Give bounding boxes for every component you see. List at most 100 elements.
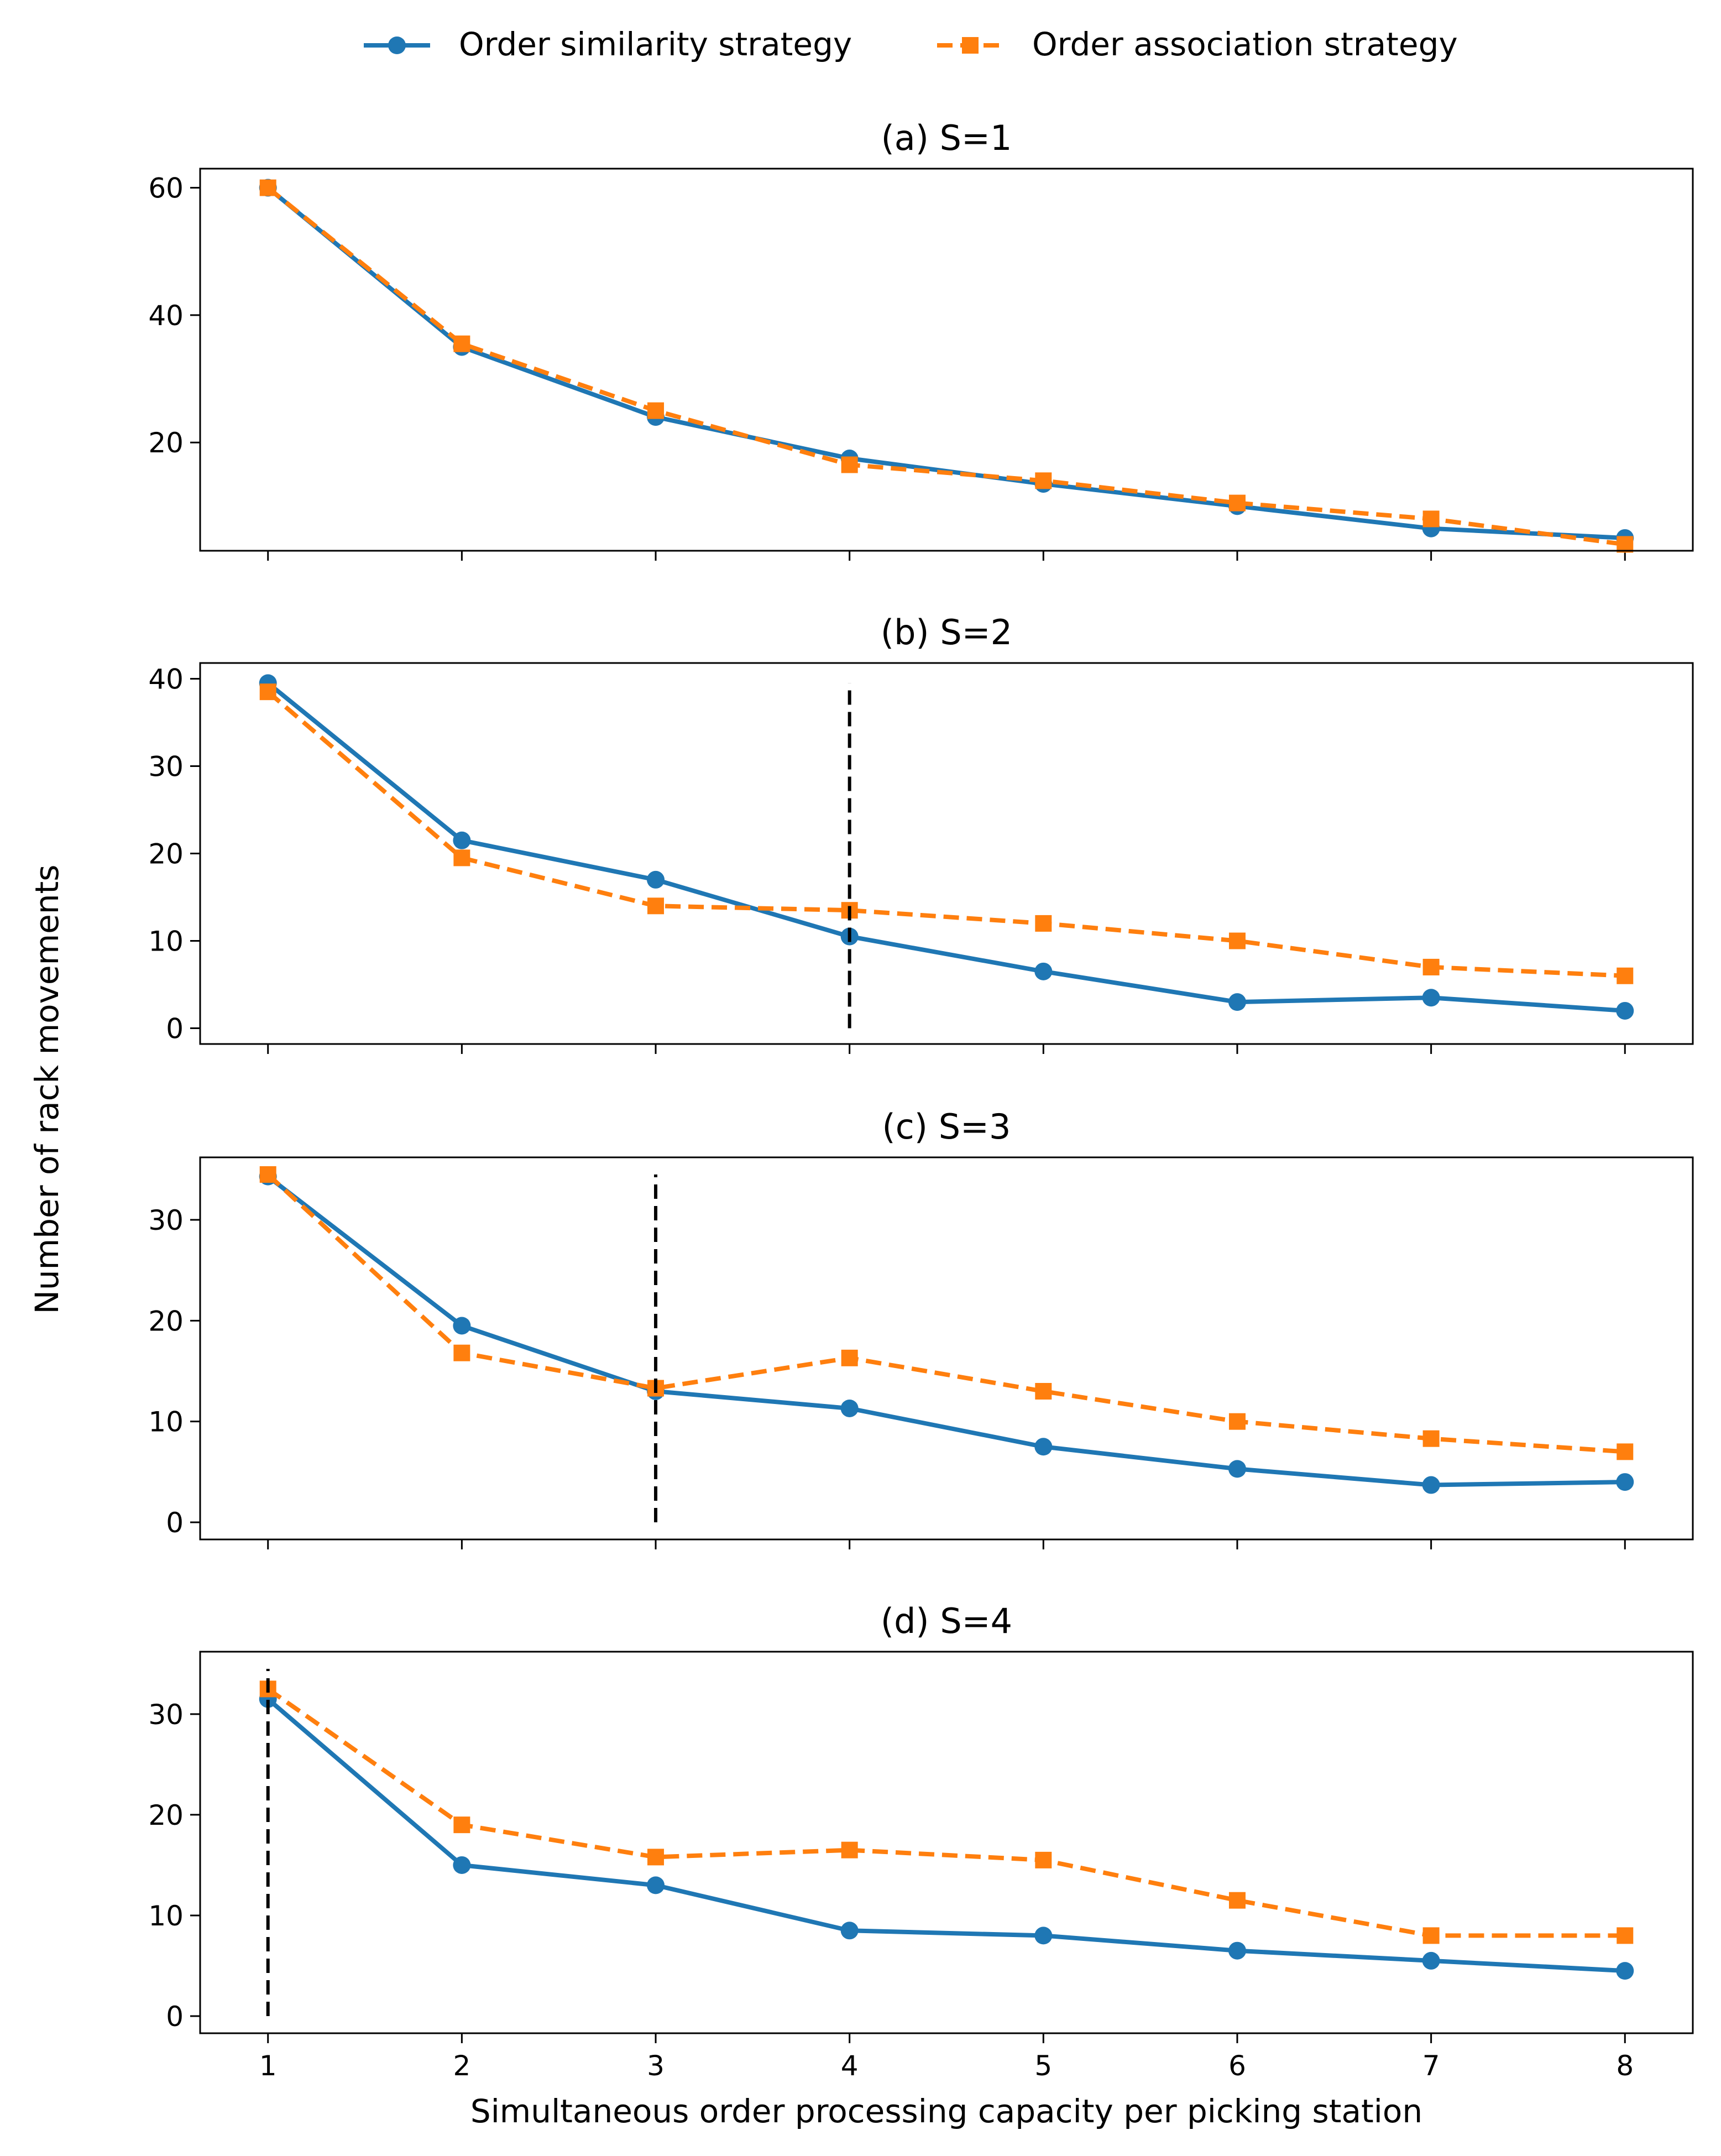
- y-axis-title: Number of rack movements: [28, 865, 66, 1314]
- plot-frame: [199, 1156, 1694, 1541]
- data-point-association: [647, 897, 665, 915]
- series-line-similarity: [266, 1697, 1625, 1974]
- data-point-similarity: [1034, 1438, 1053, 1456]
- data-point-association: [647, 402, 665, 419]
- data-point-association: [1035, 915, 1052, 932]
- data-point-association: [1422, 1927, 1440, 1944]
- data-point-association: [259, 179, 276, 196]
- data-point-similarity: [647, 870, 665, 889]
- data-point-association: [647, 1849, 665, 1866]
- y-tick-label: 30: [148, 1204, 184, 1236]
- plot-frame: [199, 1651, 1694, 2034]
- data-point-association: [1035, 1851, 1052, 1868]
- data-point-similarity: [1616, 1001, 1634, 1020]
- series-line-association: [266, 690, 1625, 978]
- data-point-association: [841, 1349, 858, 1366]
- y-tick-label: 20: [148, 427, 184, 459]
- data-point-association: [1422, 958, 1440, 975]
- y-tick-label: 20: [148, 1799, 184, 1831]
- data-point-similarity: [647, 1876, 665, 1894]
- data-point-similarity: [1034, 1927, 1053, 1945]
- data-point-similarity: [1228, 993, 1246, 1011]
- data-point-similarity: [1616, 1962, 1634, 1980]
- legend-marker-circle-icon: [388, 36, 406, 54]
- y-tick-label: 0: [166, 1013, 184, 1045]
- panel-title: (a) S=1: [881, 118, 1012, 158]
- data-point-similarity: [453, 1317, 471, 1335]
- data-point-similarity: [1422, 989, 1440, 1007]
- legend-label-association: Order association strategy: [1032, 25, 1458, 63]
- data-point-similarity: [1034, 962, 1053, 980]
- data-point-association: [453, 335, 470, 352]
- series-line-similarity: [266, 1174, 1625, 1487]
- y-tick-label: 30: [148, 750, 184, 782]
- x-axis-title: Simultaneous order processing capacity p…: [470, 2092, 1422, 2130]
- data-point-association: [453, 1816, 470, 1834]
- legend-entry-association: Order association strategy: [937, 25, 1458, 63]
- data-point-association: [1617, 1443, 1634, 1460]
- panel-b: (b) S=2 0 10 20 30 40: [148, 612, 1694, 1054]
- data-point-association: [1228, 1413, 1246, 1430]
- series-line-association: [266, 1687, 1625, 1938]
- y-tick-label: 60: [148, 173, 184, 205]
- x-tick-label: 3: [647, 2050, 665, 2082]
- data-point-association: [453, 849, 470, 866]
- series-line-similarity: [266, 681, 1625, 1013]
- data-point-association: [841, 1841, 858, 1859]
- data-point-association: [1228, 494, 1246, 511]
- data-point-similarity: [453, 831, 471, 849]
- data-point-similarity: [840, 1399, 859, 1417]
- panel-a: (a) S=1 20 40 60: [148, 118, 1694, 561]
- x-tick-label: 5: [1034, 2050, 1052, 2082]
- data-point-association: [1228, 932, 1246, 949]
- y-tick-label: 0: [166, 1507, 184, 1539]
- data-point-similarity: [1616, 1473, 1634, 1491]
- data-point-association: [1228, 1892, 1246, 1909]
- data-point-association: [1617, 1927, 1634, 1944]
- data-point-similarity: [840, 1922, 859, 1940]
- data-point-association: [1617, 967, 1634, 984]
- data-point-similarity: [1422, 1951, 1440, 1970]
- x-tick-label: 7: [1422, 2050, 1440, 2082]
- data-point-association: [1617, 536, 1634, 553]
- data-point-association: [453, 1344, 470, 1361]
- data-point-association: [1035, 472, 1052, 489]
- y-tick-label: 40: [148, 663, 184, 695]
- y-tick-label: 10: [148, 1900, 184, 1932]
- y-tick-label: 20: [148, 838, 184, 870]
- data-point-similarity: [453, 1856, 471, 1874]
- x-tick-label: 1: [259, 2050, 277, 2082]
- legend: Order similarity strategy Order associat…: [364, 25, 1458, 63]
- data-point-association: [841, 456, 858, 473]
- panel-c: (c) S=3 0 10 20 30: [148, 1106, 1694, 1549]
- panel-title: (d) S=4: [881, 1601, 1012, 1641]
- data-point-association: [259, 1166, 276, 1183]
- x-tick-label: 4: [841, 2050, 859, 2082]
- data-point-association: [259, 683, 276, 701]
- plot-frame: [199, 662, 1694, 1045]
- plot-frame: [199, 168, 1694, 552]
- data-point-similarity: [1228, 1941, 1246, 1960]
- series-line-association: [266, 186, 1625, 547]
- data-point-similarity: [1422, 1476, 1440, 1494]
- series-line-similarity: [266, 186, 1625, 540]
- legend-marker-square-icon: [962, 37, 979, 54]
- x-tick-label: 8: [1616, 2050, 1634, 2082]
- legend-entry-similarity: Order similarity strategy: [364, 25, 852, 63]
- data-point-association: [1422, 510, 1440, 528]
- data-point-association: [1422, 1430, 1440, 1447]
- panel-title: (b) S=2: [881, 612, 1012, 652]
- data-point-similarity: [1228, 1460, 1246, 1478]
- panel-title: (c) S=3: [882, 1106, 1011, 1147]
- y-tick-label: 0: [166, 2001, 184, 2033]
- legend-label-similarity: Order similarity strategy: [459, 25, 852, 63]
- series-line-association: [266, 1173, 1625, 1454]
- y-tick-label: 10: [148, 1406, 184, 1438]
- panel-d: (d) S=4 0 10 20 30 1 2 3 4 5 6 7 8: [148, 1601, 1694, 2082]
- x-tick-label: 6: [1228, 2050, 1246, 2082]
- x-tick-label: 2: [453, 2050, 470, 2082]
- y-tick-label: 20: [148, 1305, 184, 1337]
- data-point-association: [1035, 1382, 1052, 1400]
- y-tick-label: 10: [148, 926, 184, 958]
